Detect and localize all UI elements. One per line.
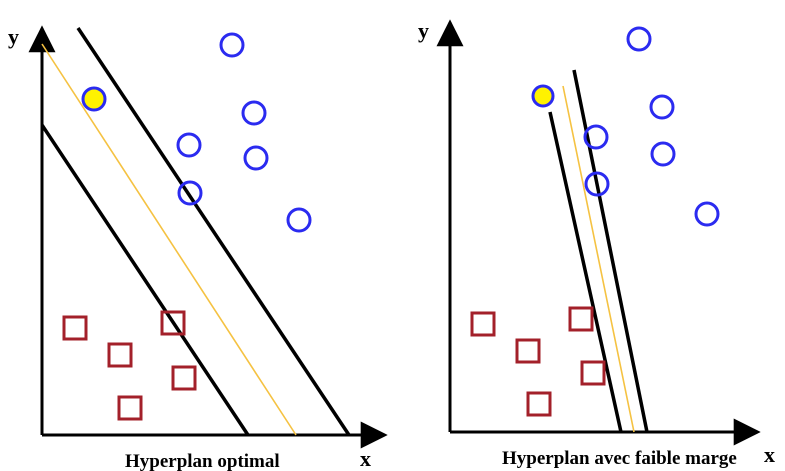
right-circle [694,201,720,227]
left-y-label: y [8,24,19,49]
left-hyperplane [41,43,297,436]
right-circle [626,26,652,52]
left-circle [243,145,269,171]
left-square [117,395,143,421]
left-support-circle [81,86,107,112]
left-square [160,310,186,336]
left-circle [241,100,267,126]
left-lower-margin-line [40,124,250,436]
right-circle [583,124,609,150]
left-circle [176,132,202,158]
left-x-label: x [360,446,371,471]
right-left-margin-line [548,111,623,433]
panel-right: y x Hyperplan avec faible marge [418,18,775,469]
left-circle [177,180,203,206]
left-caption: Hyperplan optimal [125,451,280,471]
right-square [580,360,606,386]
right-square [515,338,541,364]
left-square [62,315,88,341]
right-square [526,391,552,417]
right-circle [649,94,675,120]
right-circle [650,141,676,167]
right-y-label: y [418,18,429,43]
left-circle [219,32,245,58]
panel-left: y x Hyperplan optimal [8,24,388,471]
left-upper-margin-line [76,27,351,436]
right-support-circle [531,84,555,108]
left-square [107,342,133,368]
right-square [470,311,496,337]
right-hyperplane [562,85,635,433]
right-caption: Hyperplan avec faible marge [502,448,737,469]
left-circle [286,207,312,233]
left-square [171,365,197,391]
right-circle [584,171,610,197]
right-x-label: x [764,442,775,467]
right-square [568,306,594,332]
